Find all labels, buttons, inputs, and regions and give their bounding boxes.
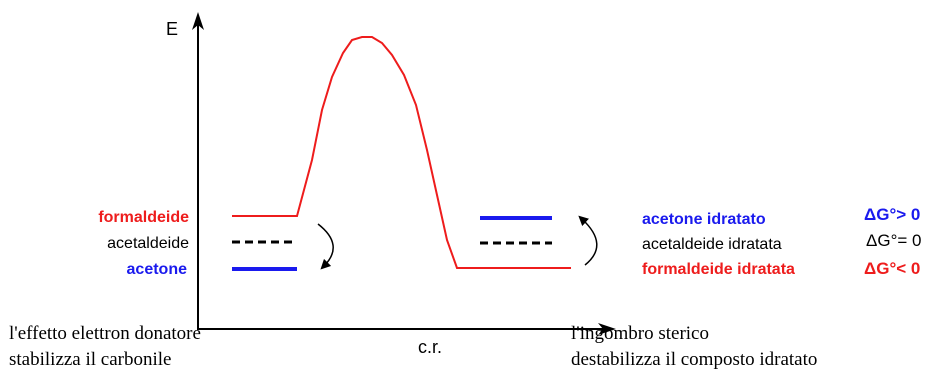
label-formaldeide: formaldeide (98, 209, 189, 226)
label-formaldeide-idratata: formaldeide idratata (642, 261, 795, 278)
caption-left-line1: l'effetto elettron donatore (9, 323, 201, 344)
caption-right-line2: destabilizza il composto idratato (571, 349, 817, 370)
reaction-curve (232, 36, 571, 269)
label-acetone: acetone (127, 261, 188, 278)
caption-left-line2: stabilizza il carbonile (9, 349, 171, 370)
label-acetaldeide-idratata: acetaldeide idratata (642, 236, 782, 253)
delta-g-negative: ΔG°< 0 (864, 259, 920, 278)
x-axis-arrowhead (598, 323, 616, 335)
caption-right-line1: l'ingombro sterico (571, 323, 709, 344)
y-axis-arrowhead (192, 12, 204, 30)
x-axis-label: c.r. (418, 337, 442, 357)
y-axis-label: E (166, 19, 178, 39)
label-acetone-idratato: acetone idratato (642, 211, 766, 228)
left-curved-arrow (317, 223, 334, 270)
delta-g-positive: ΔG°> 0 (864, 205, 920, 224)
right-curved-arrow (578, 215, 598, 266)
delta-g-zero: ΔG°= 0 (866, 231, 921, 250)
label-acetaldeide: acetaldeide (107, 235, 189, 252)
